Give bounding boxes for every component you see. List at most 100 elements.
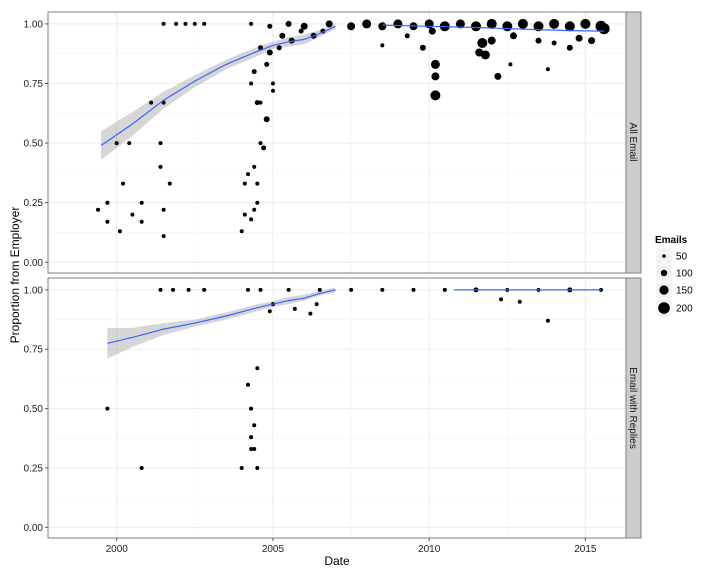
data-point <box>292 306 297 311</box>
data-point <box>161 207 166 212</box>
data-point <box>267 309 272 314</box>
data-point <box>380 43 385 48</box>
data-point <box>486 18 497 29</box>
facet-strip-label: Email with Replies <box>627 367 638 449</box>
data-point <box>174 21 179 26</box>
panel-gridlines <box>48 12 626 273</box>
data-point <box>242 181 247 186</box>
x-tick-label: 2005 <box>262 544 285 555</box>
data-point <box>258 141 263 146</box>
y-tick-label: 0.75 <box>24 79 44 90</box>
panel-email-with-replies: 0.00 0.25 0.50 0.75 1.00 Email with Replies <box>24 277 642 539</box>
data-point <box>202 287 207 292</box>
data-point <box>139 219 144 224</box>
data-point <box>149 100 154 105</box>
data-point <box>347 22 356 31</box>
data-point <box>114 141 119 146</box>
data-point <box>487 36 496 45</box>
smooth-line <box>107 289 336 344</box>
data-point <box>404 33 410 39</box>
x-axis-title: Date <box>324 554 350 568</box>
data-point <box>564 21 575 32</box>
data-point <box>285 20 292 27</box>
panel-all-email: 0.00 0.25 0.50 0.75 1.00 All Email <box>24 11 642 274</box>
data-point <box>158 287 163 292</box>
data-point <box>96 207 100 212</box>
data-point <box>139 200 144 205</box>
x-tick-label: 2015 <box>574 544 597 555</box>
data-point <box>105 406 110 411</box>
data-point <box>517 299 522 304</box>
data-point <box>127 141 132 146</box>
data-point <box>480 50 490 60</box>
y-tick-label: 1.00 <box>24 285 44 296</box>
panel-area <box>48 278 626 538</box>
data-point <box>424 19 434 29</box>
data-point <box>158 141 163 146</box>
smooth-line <box>100 25 336 146</box>
y-tick-label: 0.25 <box>24 463 44 474</box>
legend-label: 50 <box>676 252 688 263</box>
data-point <box>251 69 257 75</box>
data-point <box>455 19 465 29</box>
data-point <box>271 81 275 86</box>
y-axis-ticks: 0.00 0.25 0.50 0.75 1.00 <box>24 19 48 269</box>
data-point <box>325 20 333 28</box>
x-tick-label: 2010 <box>418 544 441 555</box>
data-point <box>508 62 513 67</box>
data-point <box>171 287 175 292</box>
confidence-band <box>107 287 336 359</box>
data-point <box>266 49 273 56</box>
data-point <box>239 229 244 234</box>
data-point <box>545 67 550 72</box>
data-point <box>271 88 275 93</box>
smooth-confidence-band <box>107 287 336 359</box>
data-point <box>380 287 385 292</box>
data-point <box>279 32 286 39</box>
data-point <box>255 200 260 205</box>
legend-label: 150 <box>676 286 693 297</box>
data-point <box>276 45 282 51</box>
data-point <box>249 406 254 411</box>
y-tick-label: 0.75 <box>24 345 44 356</box>
data-point <box>419 44 426 51</box>
data-point <box>517 18 528 29</box>
legend-size-swatch <box>658 302 670 314</box>
legend-label: 200 <box>676 304 693 315</box>
data-point <box>249 435 254 440</box>
data-point <box>158 164 163 169</box>
panel-area <box>48 12 626 273</box>
data-point <box>246 382 250 387</box>
data-point <box>411 287 416 292</box>
x-axis-ticks: 2000 2005 2010 2015 <box>106 538 597 555</box>
data-point <box>575 34 583 42</box>
data-point <box>430 90 441 101</box>
data-point <box>430 59 440 69</box>
data-point <box>267 23 273 29</box>
data-point <box>249 217 254 222</box>
data-point <box>255 466 260 470</box>
legend-label: 100 <box>676 269 693 280</box>
data-point <box>130 212 135 217</box>
size-legend: Emails 50 100 150 200 <box>655 235 693 317</box>
data-point <box>431 72 440 81</box>
data-point <box>249 81 254 86</box>
data-point <box>249 447 254 451</box>
data-point <box>249 21 254 26</box>
data-point <box>192 21 197 26</box>
data-point <box>255 366 260 371</box>
data-point <box>428 27 436 35</box>
data-point <box>535 37 542 44</box>
data-point <box>242 212 247 217</box>
data-point <box>549 18 560 29</box>
y-axis-ticks: 0.00 0.25 0.50 0.75 1.00 <box>24 285 48 534</box>
data-point <box>471 21 481 32</box>
y-tick-label: 0.50 <box>24 139 44 150</box>
y-tick-label: 0.50 <box>24 404 44 415</box>
data-points <box>96 18 610 239</box>
smooth-lines <box>107 289 601 344</box>
data-point <box>139 466 144 470</box>
data-point <box>378 22 387 31</box>
facet-strip-label: All Email <box>627 123 638 162</box>
